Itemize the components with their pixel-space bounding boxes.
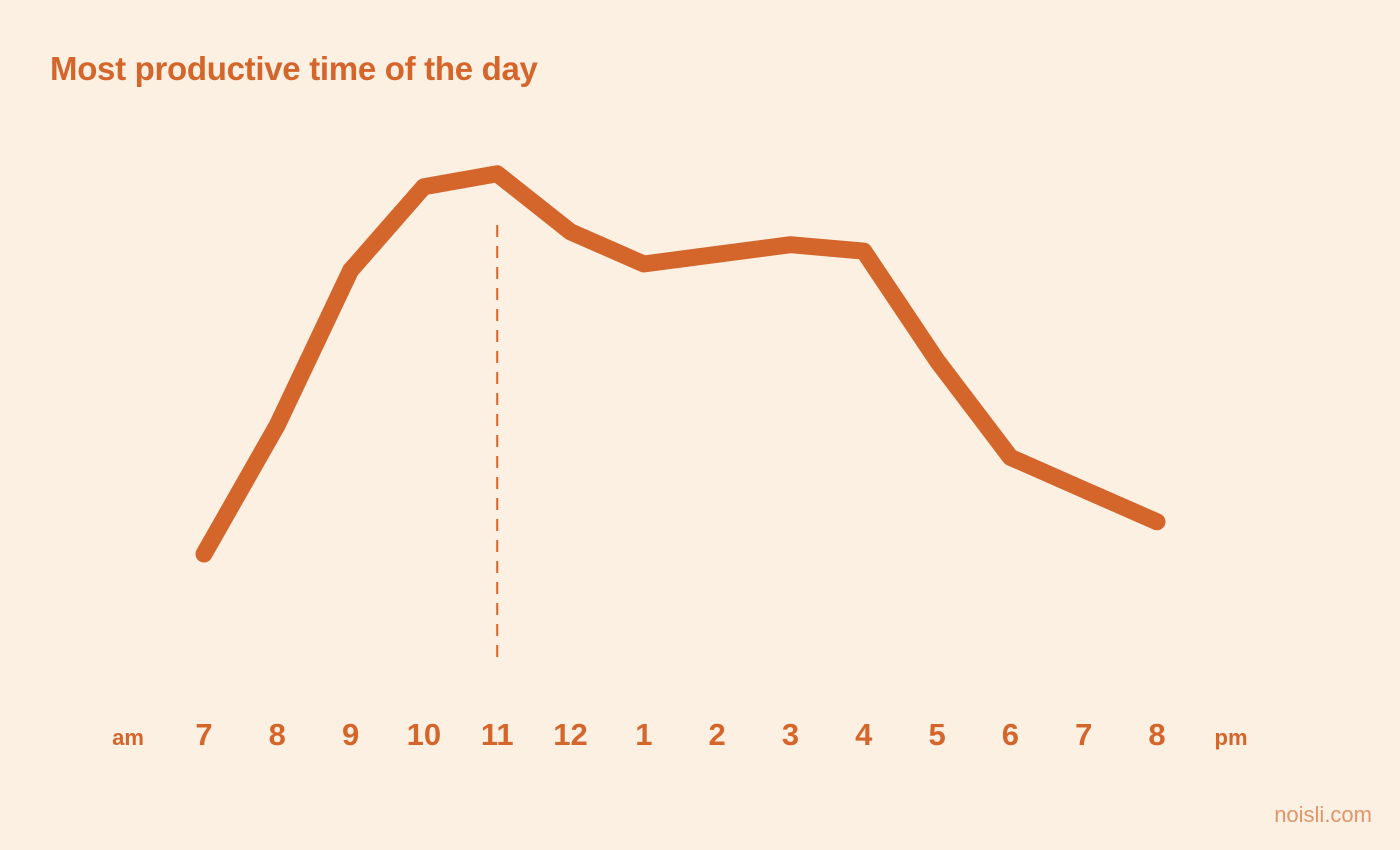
- x-tick-label: 6: [1002, 717, 1019, 752]
- x-tick-label: 11: [481, 717, 514, 752]
- data-point: [716, 253, 719, 256]
- data-point: [203, 553, 205, 555]
- data-point: [496, 172, 499, 175]
- x-tick-label: 9: [342, 717, 359, 752]
- data-point: [1009, 456, 1012, 459]
- brand-footer: noisli.com: [1274, 802, 1372, 827]
- x-tick-label: 5: [928, 717, 945, 752]
- x-tick-label: 7: [195, 717, 212, 752]
- x-tick-label: 2: [709, 717, 726, 752]
- data-point: [349, 269, 352, 272]
- x-tick-label: 1: [635, 717, 652, 752]
- data-point: [862, 250, 865, 253]
- x-tick-label: 4: [855, 717, 873, 752]
- data-point: [276, 424, 279, 427]
- x-tick-label: 7: [1075, 717, 1092, 752]
- chart-title: Most productive time of the day: [50, 50, 538, 87]
- x-tick-label: 8: [1148, 717, 1165, 752]
- data-point: [936, 359, 939, 362]
- productivity-series-line: [195, 165, 1166, 563]
- data-point: [569, 230, 572, 233]
- x-tick-label: 10: [407, 717, 441, 752]
- am-label: am: [112, 725, 144, 750]
- x-tick-label: 12: [553, 717, 587, 752]
- x-tick-label: 3: [782, 717, 799, 752]
- data-point: [1082, 488, 1085, 491]
- data-point: [422, 185, 425, 188]
- data-point: [789, 243, 792, 246]
- x-tick-label: 8: [269, 717, 286, 752]
- pm-label: pm: [1215, 725, 1248, 750]
- data-point: [642, 263, 645, 265]
- data-point: [1156, 520, 1158, 523]
